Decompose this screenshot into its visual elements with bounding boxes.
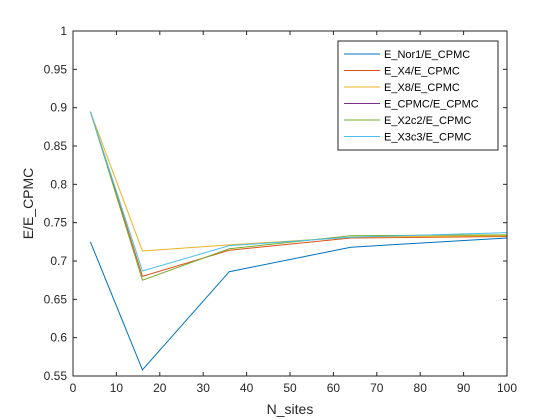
legend-label: E_X4/E_CPMC (384, 66, 460, 78)
y-tick-label: 0.65 (44, 292, 68, 306)
y-tick-label: 0.95 (44, 62, 68, 76)
legend-label: E_X8/E_CPMC (384, 82, 460, 94)
y-tick-label: 0.85 (44, 139, 68, 153)
y-tick-label: 0.75 (44, 216, 68, 230)
x-tick-label: 100 (497, 381, 517, 395)
legend-label: E_X3c3/E_CPMC (384, 132, 471, 144)
x-tick-label: 50 (283, 381, 297, 395)
legend: E_Nor1/E_CPMC E_X4/E_CPMC E_X8/E_CPMC E_CPM… (338, 41, 498, 150)
x-tick-label: 20 (153, 381, 167, 395)
legend-label: E_X2c2/E_CPMC (384, 115, 471, 127)
y-tick-label: 0.9 (50, 101, 67, 115)
y-tick-label: 0.6 (50, 331, 67, 345)
legend-label: E_CPMC/E_CPMC (384, 99, 479, 111)
y-tick-label: 0.55 (44, 369, 68, 383)
y-tick-label: 0.7 (50, 254, 67, 268)
legend-label: E_Nor1/E_CPMC (384, 49, 470, 61)
x-tick-label: 0 (70, 381, 77, 395)
x-tick-label: 70 (370, 381, 384, 395)
x-tick-label: 40 (240, 381, 254, 395)
x-axis-title: N_sites (267, 401, 314, 417)
x-tick-label: 80 (414, 381, 428, 395)
y-tick-label: 1 (60, 24, 67, 38)
x-tick-label: 10 (110, 381, 124, 395)
x-tick-label: 30 (197, 381, 211, 395)
x-tick-label: 90 (457, 381, 471, 395)
x-tick-label: 60 (327, 381, 341, 395)
y-axis-title: E/E_CPMC (20, 168, 36, 240)
y-tick-label: 0.8 (50, 177, 67, 191)
